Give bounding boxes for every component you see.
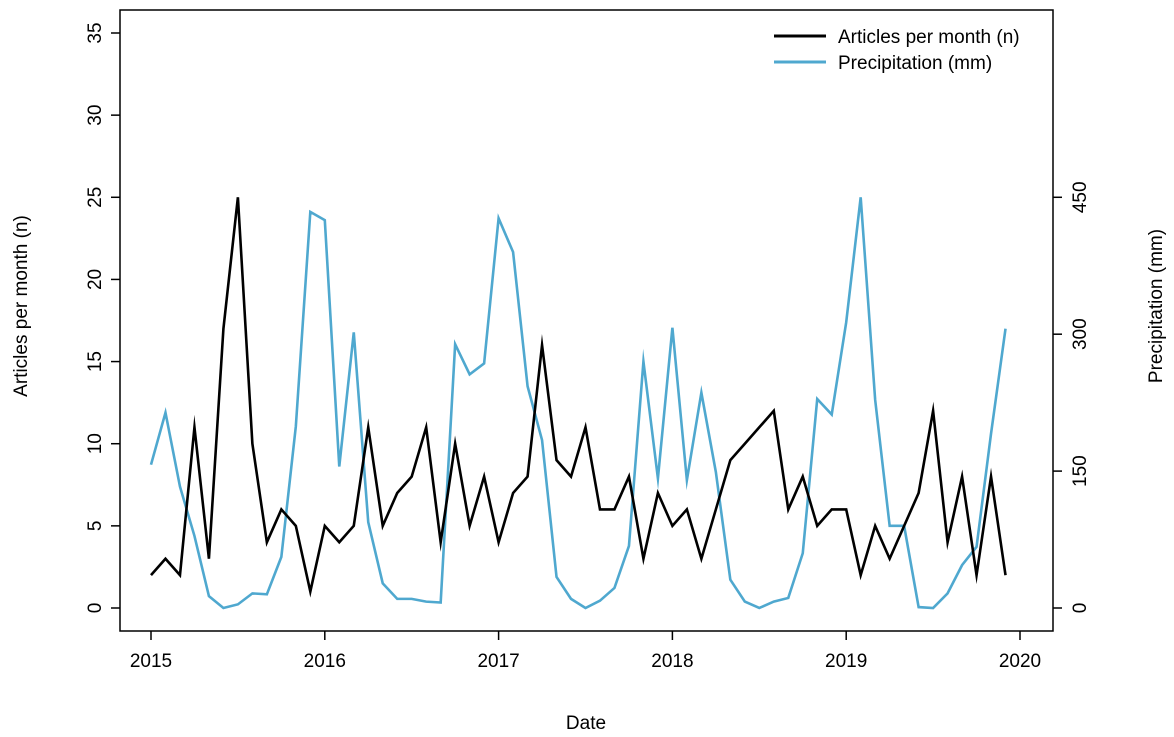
y-right-tick-label: 450: [1070, 181, 1091, 213]
y-left-tick-label: 15: [85, 351, 106, 372]
series-line-articles: [150, 197, 1007, 598]
y-axis-left: 0 5 10 15 20 25 30 35: [85, 22, 120, 613]
x-axis-title: Date: [566, 713, 606, 734]
x-axis: 2015 2016 2017 2018 2019 2020: [130, 631, 1041, 672]
x-tick-label: 2020: [999, 651, 1041, 672]
x-tick-label: 2016: [304, 651, 346, 672]
legend-label-precipitation: Precipitation (mm): [838, 53, 992, 74]
x-tick-label: 2015: [130, 651, 172, 672]
y-left-tick-label: 0: [85, 603, 106, 614]
y-left-tick-label: 5: [85, 521, 106, 532]
x-tick-label: 2018: [651, 651, 693, 672]
y-axis-right: 0 150 300 450: [1053, 181, 1091, 613]
y-left-tick-label: 10: [85, 433, 106, 454]
series-line-precipitation: [149, 197, 1007, 610]
x-tick-label: 2017: [477, 651, 519, 672]
y-axis-right-title: Precipitation (mm): [1146, 229, 1167, 383]
series-layer: [149, 197, 1007, 610]
plot-frame: [119, 9, 1054, 632]
y-left-tick-label: 35: [85, 22, 106, 43]
x-tick-label: 2019: [825, 651, 867, 672]
y-right-tick-label: 300: [1070, 318, 1091, 350]
y-left-tick-label: 30: [85, 105, 106, 126]
y-left-tick-label: 25: [85, 187, 106, 208]
y-left-tick-label: 20: [85, 269, 106, 290]
legend: Articles per month (n) Precipitation (mm…: [774, 27, 1020, 74]
y-right-tick-label: 0: [1070, 603, 1091, 614]
y-right-tick-label: 150: [1070, 455, 1091, 487]
legend-label-articles: Articles per month (n): [838, 27, 1020, 48]
y-axis-left-title: Articles per month (n): [11, 215, 32, 397]
